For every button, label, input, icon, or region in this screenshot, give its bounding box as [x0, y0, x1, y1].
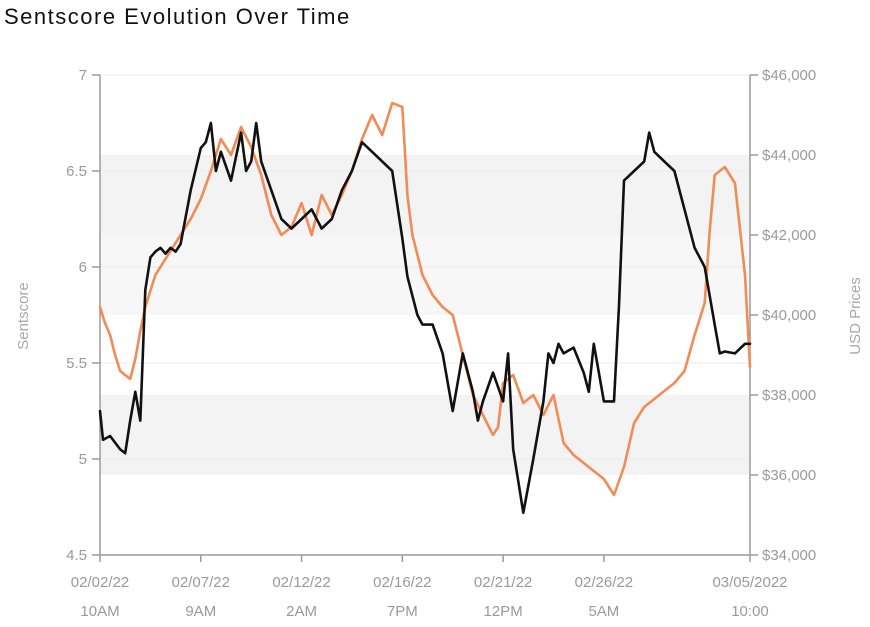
left-axis-ticks: 4.5 5 5.5 6 6.5 7	[66, 67, 100, 564]
right-tick-label: $38,000	[762, 387, 816, 404]
chart-title: Sentscore Evolution Over Time	[4, 4, 351, 29]
series-lines	[98, 101, 752, 515]
x-tick-label-date: 03/05/2022	[712, 574, 787, 591]
right-tick-label: $40,000	[762, 307, 816, 324]
background-band	[100, 315, 750, 395]
left-tick-label: 6	[79, 259, 87, 276]
right-tick-label: $42,000	[762, 227, 816, 244]
background-band	[100, 235, 750, 315]
x-tick-label-time: 5AM	[588, 603, 619, 620]
left-tick-label: 5.5	[66, 355, 87, 372]
x-tick-label-time: 12PM	[484, 603, 523, 620]
x-tick-label-date: 02/26/22	[575, 574, 633, 591]
x-tick-label-time: 2AM	[286, 603, 317, 620]
sentscore-series-line	[98, 121, 752, 515]
x-tick-label-time: 10AM	[80, 603, 119, 620]
background-band	[100, 155, 750, 235]
right-axis-ticks: $34,000 $36,000 $38,000 $40,000 $42,000 $44,0…	[750, 67, 816, 564]
right-axis-title: USD Prices	[847, 277, 864, 355]
x-tick-label-time: 7PM	[387, 603, 418, 620]
background-band	[100, 475, 750, 555]
left-tick-label: 4.5	[66, 547, 87, 564]
left-axis-title: Sentscore	[15, 282, 32, 350]
background-bands	[100, 75, 750, 555]
left-tick-label: 5	[79, 451, 87, 468]
right-tick-label: $44,000	[762, 147, 816, 164]
background-band	[100, 75, 750, 155]
x-tick-label-time: 10:00	[731, 603, 769, 620]
x-axis-ticks: 02/02/22 10AM 02/07/22 9AM 02/12/22 2AM 02/16/…	[71, 555, 788, 620]
x-tick-label-date: 02/07/22	[172, 574, 230, 591]
x-tick-label-date: 02/02/22	[71, 574, 129, 591]
right-tick-label: $36,000	[762, 467, 816, 484]
x-tick-label-date: 02/21/22	[474, 574, 532, 591]
left-tick-label: 7	[79, 67, 87, 84]
background-band	[100, 395, 750, 475]
right-tick-label: $34,000	[762, 547, 816, 564]
x-tick-label-time: 9AM	[185, 603, 216, 620]
x-tick-label-date: 02/12/22	[272, 574, 330, 591]
left-tick-label: 6.5	[66, 163, 87, 180]
x-tick-label-date: 02/16/22	[373, 574, 431, 591]
right-tick-label: $46,000	[762, 67, 816, 84]
